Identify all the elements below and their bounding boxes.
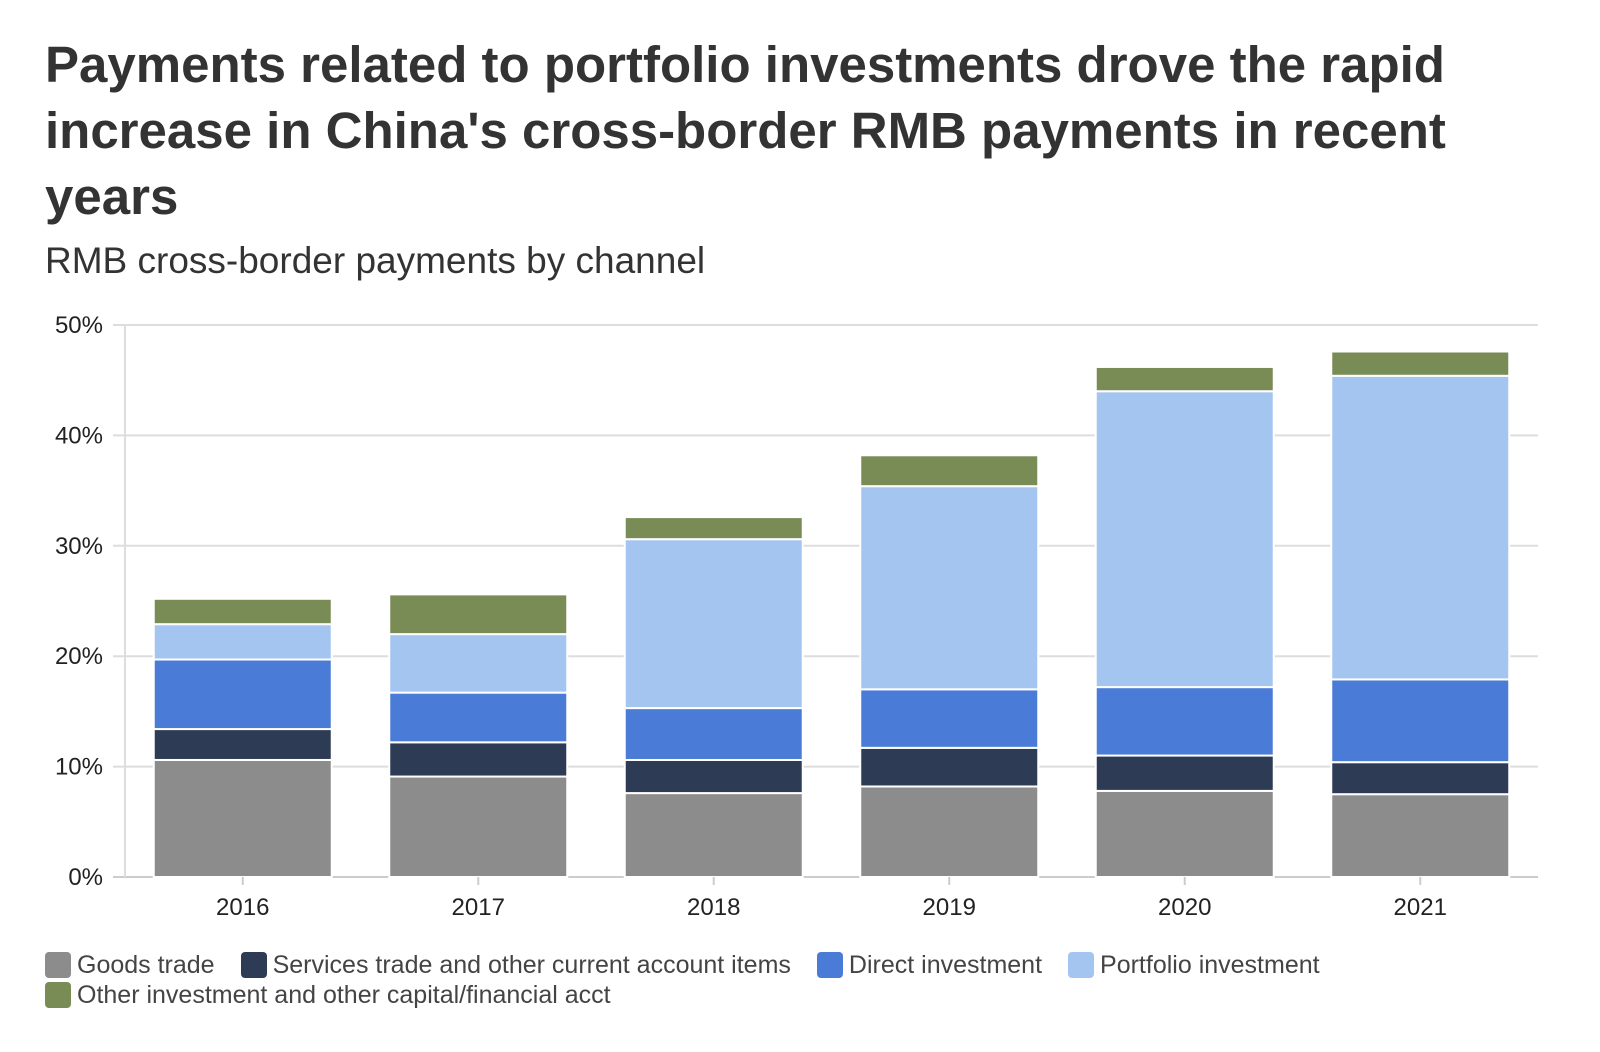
y-tick-label: 10% [55,754,103,781]
bar-segment [623,792,804,879]
x-tick-label: 2017 [452,894,505,921]
y-tick-label: 20% [55,643,103,670]
bar-segment [623,538,804,710]
x-tick-label: 2020 [1158,894,1211,921]
y-tick-label: 50% [55,312,103,339]
y-tick-label: 0% [68,864,103,891]
gridlines [113,324,1538,878]
bar-segment [1330,350,1511,377]
bar-segment [859,485,1040,691]
y-axis-ticks: 0% 10% 20% 30% 40% 50% [55,312,103,891]
legend-swatch [816,952,843,978]
bar-segment [623,707,804,761]
legend-swatch [240,952,267,978]
chart-title: Payments related to portfolio investment… [45,36,1446,225]
legend-swatch [45,952,71,978]
legend-item: Goods trade [45,950,215,980]
bar-segment [1330,374,1511,681]
bar-segment [1094,686,1275,757]
x-tick-label: 2021 [1394,894,1447,921]
x-tick-label: 2016 [216,894,269,921]
bar-segment [1330,761,1511,796]
bar-segment [1094,390,1275,689]
bars [152,350,1511,879]
legend-swatch [45,982,71,1008]
bar-segment [152,758,333,879]
legend: Goods trade Services trade and other curr… [45,950,1565,1010]
bar-segment [388,633,569,694]
bar-segment [152,623,333,661]
legend-item: Portfolio investment [1068,950,1320,980]
bar-segment [859,785,1040,878]
stacked-bar-chart: 0%10%20%30%40%50% 2016 2017 2018 2019 2020 20… [55,312,1538,921]
legend-item: Direct investment [816,950,1043,980]
bar-segment [623,758,804,795]
y-tick-label: 40% [55,422,103,449]
bar-segment [388,775,569,879]
bar-segment [152,728,333,761]
legend-label: Services trade and other current account… [272,951,791,979]
legend-swatch [1068,952,1095,978]
bar-segment [859,688,1040,749]
legend-item: Other investment and other capital/finan… [45,980,611,1010]
bar-segment [1094,754,1275,792]
bar-segment [152,597,333,626]
chart-subtitle: RMB cross-border payments by channel [45,240,706,281]
bar-segment [859,746,1040,788]
bar-segment [1094,365,1275,393]
bar-segment [623,516,804,541]
bar-segment [859,454,1040,488]
x-tick-label: 2018 [687,894,740,921]
y-tick-label: 30% [55,533,103,560]
bar-segment [388,741,569,778]
legend-label: Portfolio investment [1100,951,1320,979]
bar-segment [152,658,333,731]
x-axis-ticks: 2016 2017 2018 2019 2020 2021 [216,877,1447,921]
bar-segment [388,593,569,636]
bar-segment [1330,678,1511,764]
bar-segment [1330,793,1511,879]
x-tick-label: 2019 [923,894,976,921]
legend-label: Other investment and other capital/finan… [77,981,611,1009]
legend-item: Services trade and other current account… [240,950,791,980]
legend-label: Direct investment [848,951,1043,979]
legend-label: Goods trade [77,951,215,979]
bar-segment [1094,789,1275,878]
bar-segment [388,691,569,744]
